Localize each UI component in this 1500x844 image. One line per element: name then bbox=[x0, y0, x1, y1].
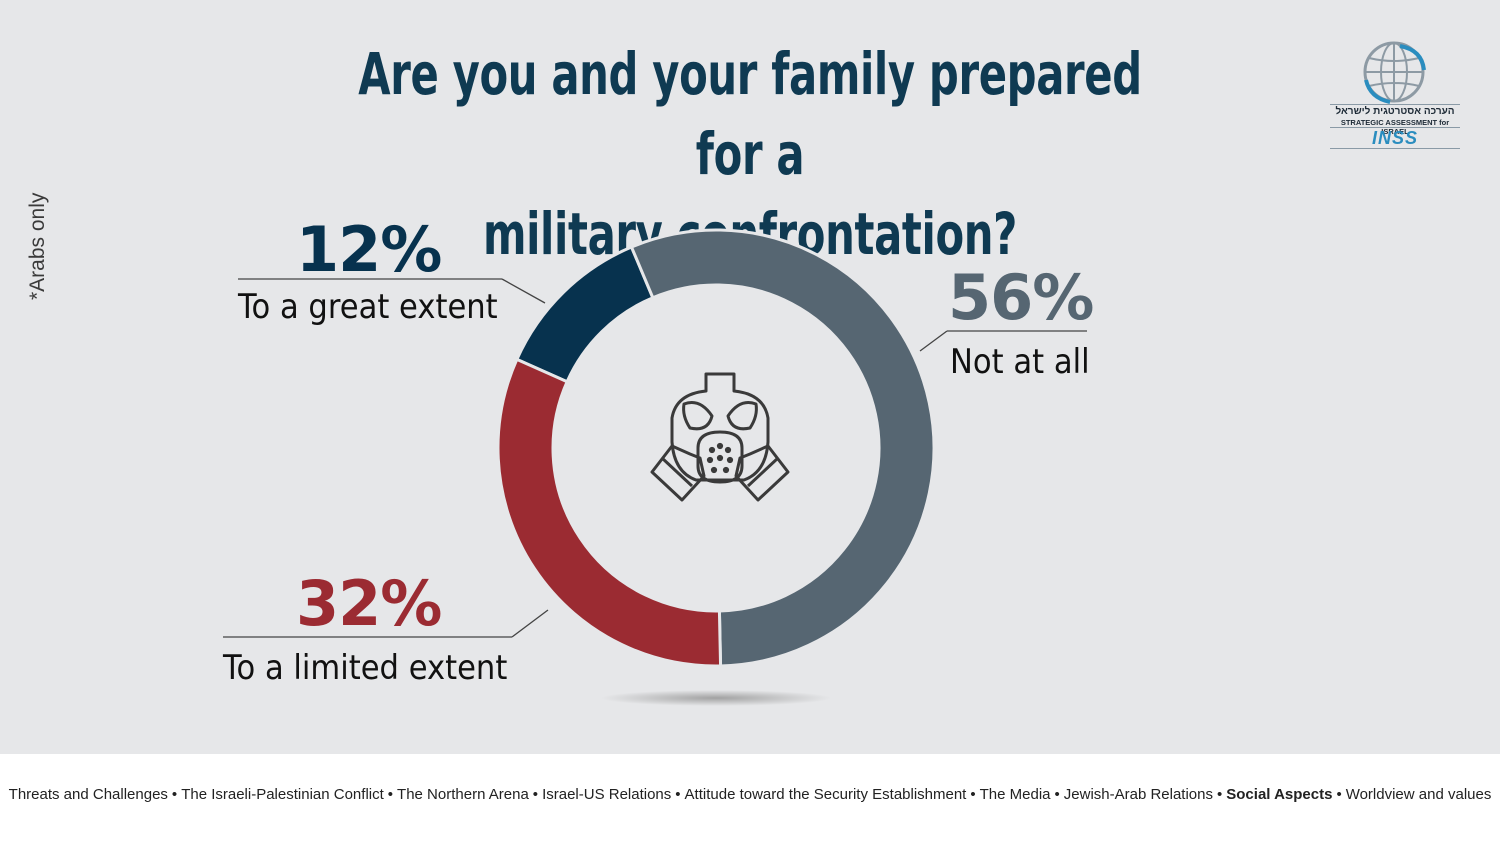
footer-topic-item[interactable]: Jewish-Arab Relations bbox=[1063, 786, 1213, 803]
globe-icon bbox=[1363, 41, 1426, 104]
slice-not-at-all bbox=[629, 228, 936, 668]
pct-not-at-all: 56% bbox=[948, 261, 1094, 334]
donut-slices bbox=[496, 228, 936, 668]
footer-topic-item[interactable]: The Israeli-Palestinian Conflict bbox=[181, 786, 384, 803]
pct-great: 12% bbox=[296, 213, 442, 286]
label-limited: To a limited extent bbox=[223, 648, 508, 688]
label-not-at-all: Not at all bbox=[950, 342, 1090, 382]
donut-chart bbox=[223, 228, 1087, 706]
footer-separator: • bbox=[387, 786, 394, 803]
logo-brand: INSS bbox=[1330, 127, 1460, 149]
footer-nav: Threats and Challenges • The Israeli-Pales… bbox=[0, 754, 1500, 844]
pct-limited: 32% bbox=[296, 567, 442, 640]
footer-separator: • bbox=[532, 786, 539, 803]
footer-separator: • bbox=[1217, 786, 1223, 803]
footer-topic-item[interactable]: Worldview and values bbox=[1345, 786, 1492, 803]
label-great: To a great extent bbox=[238, 287, 498, 327]
chart-shadow bbox=[601, 690, 831, 706]
footer-topic-item[interactable]: The Northern Arena bbox=[397, 786, 529, 803]
main-area: Are you and your family prepared for a m… bbox=[26, 34, 1460, 706]
footer-topic-item[interactable]: Attitude toward the Security Establishme… bbox=[684, 786, 967, 803]
footer-topic-item[interactable]: Threats and Challenges bbox=[8, 786, 168, 803]
title-line-1: Are you and your family prepared for a bbox=[358, 40, 1142, 188]
leader-line-limited-diag bbox=[511, 609, 549, 638]
footer-separator: • bbox=[1336, 786, 1342, 803]
footer-topic-item[interactable]: Social Aspects bbox=[1226, 786, 1333, 803]
footer-separator: • bbox=[1054, 786, 1060, 803]
footer-topic-item[interactable]: Israel-US Relations bbox=[542, 786, 672, 803]
footer-topic-item[interactable]: The Media bbox=[979, 786, 1051, 803]
footer-separator: • bbox=[970, 786, 976, 803]
slice-great bbox=[514, 245, 655, 384]
logo-hebrew-text: הערכה אסטרטגית לישראל bbox=[1330, 104, 1460, 117]
page-title: Are you and your family prepared for a m… bbox=[354, 34, 1146, 274]
footer-separator: • bbox=[675, 786, 681, 803]
slice-limited bbox=[496, 357, 723, 668]
logo-english-text: STRATEGIC ASSESSMENT for ISRAEL bbox=[1340, 118, 1450, 136]
footer-separator: • bbox=[171, 786, 178, 803]
gas-mask-icon bbox=[650, 372, 790, 502]
footer-topics: Threats and Challenges • The Israeli-Pales… bbox=[0, 786, 1500, 803]
inss-logo: הערכה אסטרטגית לישראל STRATEGIC ASSESSME… bbox=[1330, 40, 1460, 155]
leader-line-not-diag bbox=[919, 330, 948, 352]
leader-line-great-diag bbox=[501, 278, 546, 304]
